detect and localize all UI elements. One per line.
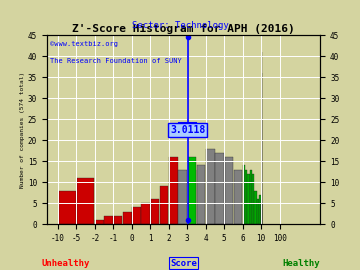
Text: Sector: Technology: Sector: Technology: [132, 21, 228, 30]
Bar: [206, 148, 215, 224]
Text: ©www.textbiz.org: ©www.textbiz.org: [50, 41, 117, 47]
Text: Healthy: Healthy: [283, 259, 320, 268]
Text: 3.0118: 3.0118: [170, 124, 206, 135]
Bar: [255, 191, 257, 224]
Text: Unhealthy: Unhealthy: [42, 259, 90, 268]
Bar: [188, 157, 196, 224]
Bar: [95, 220, 104, 224]
Bar: [132, 207, 141, 224]
Bar: [114, 216, 122, 224]
Title: Z'-Score Histogram for APH (2016): Z'-Score Histogram for APH (2016): [72, 24, 295, 34]
Bar: [259, 195, 261, 224]
Bar: [150, 199, 159, 224]
Bar: [225, 157, 233, 224]
Bar: [245, 170, 247, 224]
Bar: [141, 203, 150, 224]
Text: Score: Score: [170, 259, 197, 268]
Bar: [215, 153, 224, 224]
Bar: [123, 211, 131, 224]
Text: The Research Foundation of SUNY: The Research Foundation of SUNY: [50, 58, 181, 64]
Bar: [247, 174, 249, 224]
Bar: [160, 186, 168, 224]
Bar: [104, 216, 113, 224]
Bar: [77, 178, 94, 224]
Y-axis label: Number of companies (574 total): Number of companies (574 total): [20, 72, 25, 188]
Bar: [243, 165, 245, 224]
Bar: [197, 165, 206, 224]
Bar: [257, 199, 259, 224]
Bar: [178, 170, 187, 224]
Bar: [234, 170, 242, 224]
Bar: [252, 174, 254, 224]
Bar: [250, 170, 252, 224]
Bar: [59, 191, 76, 224]
Bar: [188, 170, 196, 224]
Bar: [169, 157, 178, 224]
